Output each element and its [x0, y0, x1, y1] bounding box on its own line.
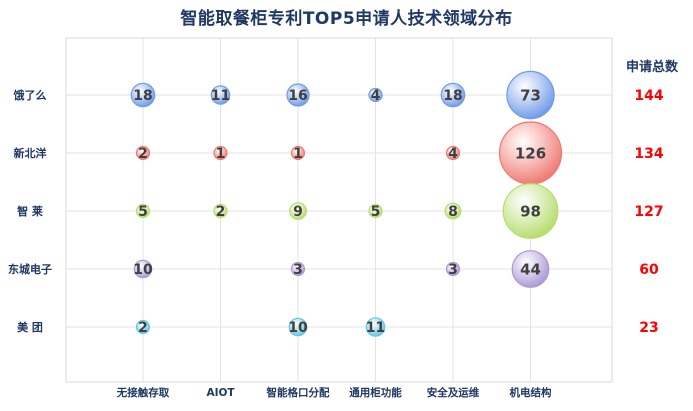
bubble [444, 202, 462, 220]
bubble-value-label: 16 [288, 88, 307, 104]
bubble [289, 202, 307, 220]
total-value: 23 [639, 320, 658, 336]
bubble-value-label: 10 [133, 262, 153, 278]
bubble [213, 145, 228, 161]
bubble [135, 319, 151, 335]
total-value: 127 [634, 204, 663, 220]
bubble-value-label: 2 [138, 146, 148, 162]
bubble-value-label: 3 [448, 262, 458, 278]
bubble-value-label: 4 [448, 146, 458, 162]
bubble-value-label: 98 [520, 202, 541, 220]
chart-title: 智能取餐柜专利TOP5申请人技术领域分布 [180, 9, 513, 29]
bubble [511, 250, 550, 288]
bubble [133, 259, 153, 279]
x-tick-label: 智能格口分配 [266, 386, 330, 399]
y-tick-label: 新北洋 [14, 146, 47, 160]
bubble [135, 145, 151, 161]
bubble-value-label: 8 [448, 204, 458, 220]
bubble-value-label: 11 [211, 88, 230, 104]
bubble [502, 183, 559, 239]
bubble-value-label: 1 [293, 146, 303, 162]
bubble [288, 317, 308, 337]
bubble-value-label: 2 [216, 204, 226, 220]
bubble-value-label: 11 [366, 320, 385, 336]
bubble-value-label: 18 [443, 88, 462, 104]
x-axis-labels: 无接触存取 AIOT 智能格口分配 通用柜功能 安全及运维 机电结构 [116, 386, 552, 399]
x-tick-label: 安全及运维 [427, 386, 480, 399]
bubble-value-label: 5 [138, 204, 148, 220]
bubble [130, 82, 156, 108]
bubble-value-label: 73 [520, 86, 541, 104]
x-tick-label: 机电结构 [510, 386, 552, 399]
bubble-value-label: 4 [371, 88, 381, 104]
totals-header: 申请总数 [625, 60, 678, 75]
bubble [135, 203, 151, 219]
x-tick-label: AIOT [206, 387, 235, 399]
bubble-value-label: 44 [520, 260, 541, 278]
bubble [290, 261, 306, 277]
x-tick-label: 无接触存取 [116, 386, 170, 399]
bubble [365, 317, 386, 337]
x-tick-label: 通用柜功能 [349, 386, 402, 399]
y-tick-label: 美 团 [17, 320, 43, 334]
bubble-value-label: 3 [293, 262, 303, 278]
bubble-value-label: 18 [133, 88, 152, 104]
y-tick-label: 东城电子 [8, 262, 52, 276]
bubble [210, 85, 231, 105]
total-value: 134 [634, 146, 663, 162]
bubble [440, 82, 466, 108]
y-tick-label: 智 莱 [17, 204, 43, 218]
bubble [368, 203, 383, 219]
total-value: 144 [634, 88, 663, 104]
bubble [445, 145, 461, 161]
bubble-value-label: 1 [216, 146, 226, 162]
bubble [445, 261, 461, 277]
bubble-value-label: 5 [371, 204, 381, 220]
bubble [368, 87, 383, 103]
y-tick-label: 饿了么 [13, 88, 47, 102]
bubble [290, 145, 306, 161]
total-value: 60 [639, 262, 659, 278]
bubble-value-label: 2 [138, 320, 148, 336]
bubble [506, 70, 555, 120]
bubble [286, 83, 310, 107]
totals-column: 144 134 127 60 23 [634, 88, 663, 336]
bubble-value-label: 9 [293, 204, 303, 220]
bubble [213, 203, 228, 219]
bubble-value-label: 10 [288, 320, 308, 336]
bubble-value-label: 126 [515, 144, 546, 162]
